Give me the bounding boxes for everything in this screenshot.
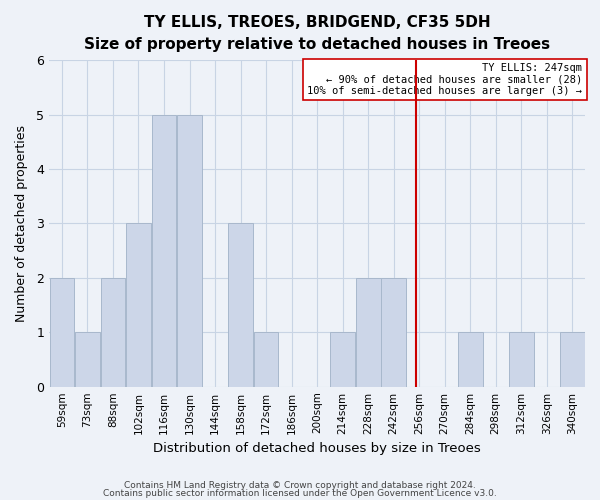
Text: Contains public sector information licensed under the Open Government Licence v3: Contains public sector information licen… — [103, 489, 497, 498]
Bar — [509, 332, 533, 386]
Bar — [75, 332, 100, 386]
Bar — [228, 224, 253, 386]
Bar — [254, 332, 278, 386]
Bar — [101, 278, 125, 386]
Text: Contains HM Land Registry data © Crown copyright and database right 2024.: Contains HM Land Registry data © Crown c… — [124, 480, 476, 490]
Bar — [458, 332, 482, 386]
Bar — [50, 278, 74, 386]
Bar — [330, 332, 355, 386]
Bar — [381, 278, 406, 386]
Bar — [560, 332, 584, 386]
Bar — [177, 114, 202, 386]
Bar — [152, 114, 176, 386]
Y-axis label: Number of detached properties: Number of detached properties — [15, 125, 28, 322]
Text: TY ELLIS: 247sqm
← 90% of detached houses are smaller (28)
10% of semi-detached : TY ELLIS: 247sqm ← 90% of detached house… — [307, 63, 583, 96]
Bar — [126, 224, 151, 386]
X-axis label: Distribution of detached houses by size in Treoes: Distribution of detached houses by size … — [153, 442, 481, 455]
Bar — [356, 278, 380, 386]
Title: TY ELLIS, TREOES, BRIDGEND, CF35 5DH
Size of property relative to detached house: TY ELLIS, TREOES, BRIDGEND, CF35 5DH Siz… — [84, 15, 550, 52]
